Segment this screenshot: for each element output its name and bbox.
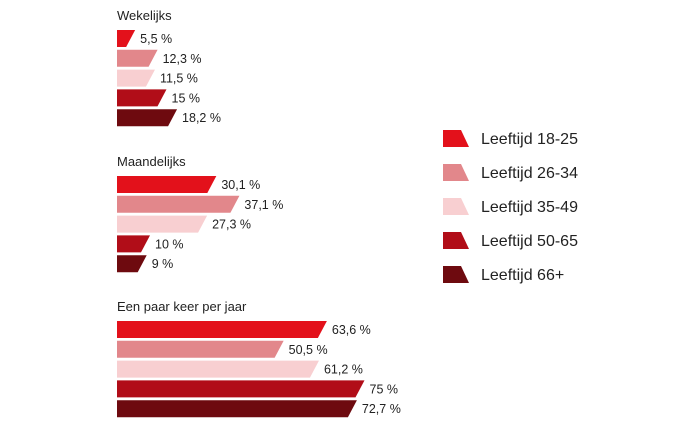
legend-swatch-leeftijd-26-34 (443, 164, 469, 181)
bar-leeftijd-26-34-maandelijks (117, 195, 240, 213)
legend-item: Leeftijd 50-65 (443, 232, 578, 250)
group-title: Wekelijks (117, 8, 172, 23)
group-een-paar-keer-per-jaar: Een paar keer per jaar 63,6 % 50,5 % 61,2 %… (117, 299, 401, 418)
data-label: 15 % (172, 91, 201, 105)
bar-groups: Wekelijks 5,5 % 12,3 % 11,5 % 15 % 18,2 % Maan… (117, 8, 401, 418)
data-label: 10 % (155, 237, 184, 251)
data-label: 18,2 % (182, 111, 221, 125)
data-label: 5,5 % (140, 32, 172, 46)
bar-leeftijd-50-65-wekelijks (117, 89, 167, 107)
data-label: 37,1 % (244, 198, 283, 212)
bar-leeftijd-35-49-wekelijks (117, 69, 155, 87)
legend-label: Leeftijd 26-34 (481, 165, 578, 182)
legend-label: Leeftijd 18-25 (481, 131, 578, 148)
bar-leeftijd-66-maandelijks (117, 255, 147, 273)
data-label: 50,5 % (289, 343, 328, 357)
legend-swatch-leeftijd-66 (443, 266, 469, 283)
data-label: 27,3 % (212, 218, 251, 232)
bar-leeftijd-18-25-wekelijks (117, 30, 136, 47)
data-label: 75 % (370, 382, 399, 396)
bar-leeftijd-50-65-een-paar-keer-per-jaar (117, 380, 365, 398)
data-label: 9 % (152, 257, 174, 271)
group-maandelijks: Maandelijks 30,1 % 37,1 % 27,3 % 10 % 9 % (117, 154, 283, 273)
data-label: 30,1 % (221, 178, 260, 192)
bar-leeftijd-66-een-paar-keer-per-jaar (117, 400, 357, 418)
bar-leeftijd-66-wekelijks (117, 109, 178, 127)
legend-item: Leeftijd 26-34 (443, 164, 578, 182)
bar-leeftijd-35-49-maandelijks (117, 215, 208, 233)
bar-leeftijd-35-49-een-paar-keer-per-jaar (117, 360, 319, 378)
bar-leeftijd-50-65-maandelijks (117, 235, 150, 253)
legend-item: Leeftijd 35-49 (443, 198, 578, 216)
group-title: Maandelijks (117, 154, 186, 169)
legend-swatch-leeftijd-18-25 (443, 130, 469, 147)
data-label: 63,6 % (332, 323, 371, 337)
data-label: 12,3 % (163, 52, 202, 66)
data-label: 11,5 % (160, 72, 198, 86)
legend-label: Leeftijd 50-65 (481, 233, 578, 250)
bar-leeftijd-18-25-een-paar-keer-per-jaar (117, 321, 327, 338)
legend-swatch-leeftijd-50-65 (443, 232, 469, 249)
bar-leeftijd-18-25-maandelijks (117, 176, 217, 193)
bar-leeftijd-26-34-wekelijks (117, 49, 158, 67)
legend-item: Leeftijd 18-25 (443, 130, 578, 148)
data-label: 72,7 % (362, 402, 401, 416)
data-label: 61,2 % (324, 363, 363, 377)
legend-item: Leeftijd 66+ (443, 266, 564, 284)
bar-leeftijd-26-34-een-paar-keer-per-jaar (117, 340, 284, 358)
legend: Leeftijd 18-25 Leeftijd 26-34 Leeftijd 35-… (443, 130, 578, 284)
group-wekelijks: Wekelijks 5,5 % 12,3 % 11,5 % 15 % 18,2 % (117, 8, 221, 127)
legend-label: Leeftijd 66+ (481, 267, 564, 284)
group-title: Een paar keer per jaar (117, 299, 247, 314)
legend-swatch-leeftijd-35-49 (443, 198, 469, 215)
legend-label: Leeftijd 35-49 (481, 199, 578, 216)
